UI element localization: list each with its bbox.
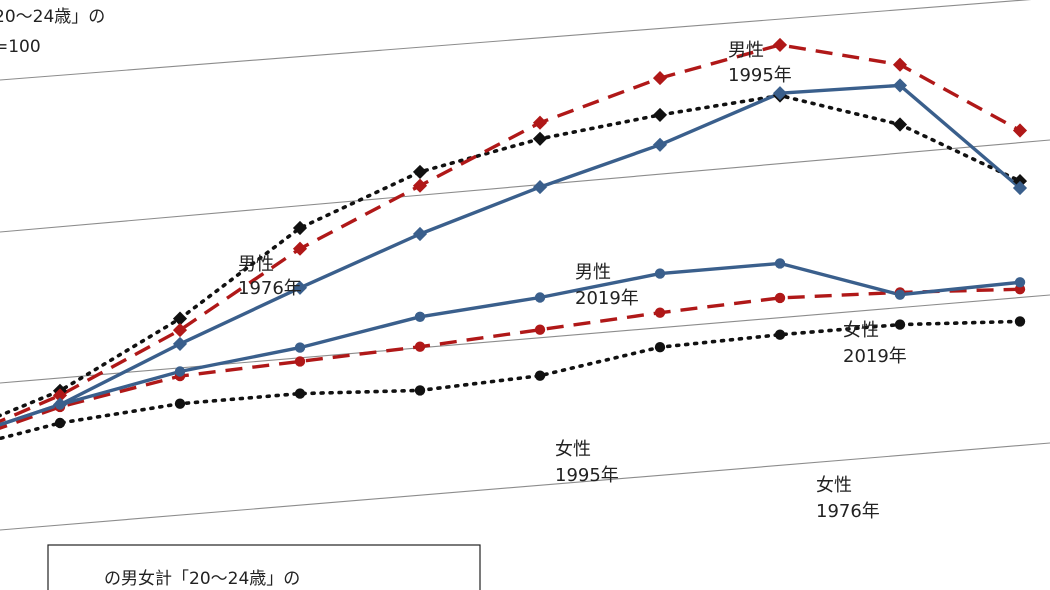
point-female-2019-8 [894,289,906,300]
point-male-2019-6 [652,137,668,152]
point-male-1995-2 [172,323,188,338]
gridline [0,0,1032,81]
label-male-1995-line2: 1995年 [728,65,792,86]
point-female-2019-9 [1014,277,1026,288]
point-female-1976-7 [774,329,786,340]
point-female-1995-5 [534,324,546,335]
point-male-1995-5 [532,115,548,130]
point-male-1995-7 [772,37,788,52]
point-female-2019-4 [414,311,426,322]
series-labels: 男性 1976年 男性 1995年 男性 2019年 女性 1976年 女性 1… [238,40,907,522]
point-male-1995-6 [652,71,668,86]
label-male-1976-line2: 1976年 [238,278,302,299]
label-male-1995-line1: 男性 [728,40,764,61]
point-female-1995-4 [414,341,426,352]
point-female-1976-5 [534,370,546,381]
point-male-1995-4 [412,178,428,193]
series-lines [0,43,1022,441]
series-line-female-2019 [0,261,1022,427]
point-male-2019-2 [172,336,188,351]
label-female-1995-line2: 1995年 [555,465,619,486]
label-female-1995-line1: 女性 [555,439,591,460]
point-female-2019-2 [174,366,186,377]
point-male-1976-8 [892,117,908,132]
series-line-female-1995 [0,287,1021,430]
point-female-2019-7 [774,258,786,269]
point-female-1976-2 [174,398,186,409]
gridlines [0,0,1050,531]
label-female-2019-line2: 2019年 [843,346,907,367]
point-male-2019-3 [292,280,308,295]
point-female-2019-5 [534,292,546,303]
header-line-2: =100 [0,37,41,57]
point-female-2019-1 [54,399,66,410]
point-female-2019-6 [654,268,666,279]
note-box-frame [47,544,481,590]
label-female-1976-line2: 1976年 [816,501,880,522]
point-female-1976-1 [54,417,66,429]
gridline [0,294,1050,384]
label-male-2019-line2: 2019年 [575,288,639,309]
label-male-2019-line1: 男性 [575,262,611,283]
point-male-2019-7 [772,86,788,101]
point-male-1995-9 [1012,123,1028,138]
header-line-1: 20～24歳」の [0,7,105,27]
point-male-1976-3 [292,220,308,236]
point-male-2019-8 [892,78,908,93]
point-male-1995-3 [292,241,308,256]
series-line-male-2019 [0,83,1022,427]
point-female-1976-3 [294,388,306,399]
point-female-1976-8 [894,319,906,330]
series-line-male-1976 [0,93,1022,418]
gridline [0,442,1050,531]
point-female-2019-3 [294,342,306,353]
point-female-1995-3 [294,356,306,367]
point-male-2019-9 [1012,180,1028,196]
series-line-male-1995 [0,43,1021,424]
note-box: の男女計「20～24歳」の [47,544,481,590]
note-box-text: の男女計「20～24歳」の [104,569,300,589]
label-male-1976-line1: 男性 [238,254,274,275]
point-female-1976-9 [1014,316,1026,327]
series-markers [52,37,1028,429]
point-female-1976-4 [414,385,426,396]
point-female-1976-6 [654,342,666,353]
point-female-1995-6 [654,307,666,318]
point-male-1976-4 [412,164,428,179]
point-male-1995-1 [52,388,68,403]
point-male-1976-2 [172,311,188,326]
point-female-1995-7 [774,292,786,304]
point-male-2019-5 [532,180,548,195]
point-male-1976-5 [532,131,548,146]
chart-header: 20～24歳」の =100 [0,7,105,57]
series-line-female-1976 [0,319,1022,441]
point-male-1976-6 [652,107,668,122]
label-female-1976-line1: 女性 [816,475,852,496]
point-male-2019-4 [412,226,428,242]
point-male-1995-8 [892,57,908,72]
label-female-2019-line1: 女性 [843,320,879,341]
gridline [0,139,1050,233]
